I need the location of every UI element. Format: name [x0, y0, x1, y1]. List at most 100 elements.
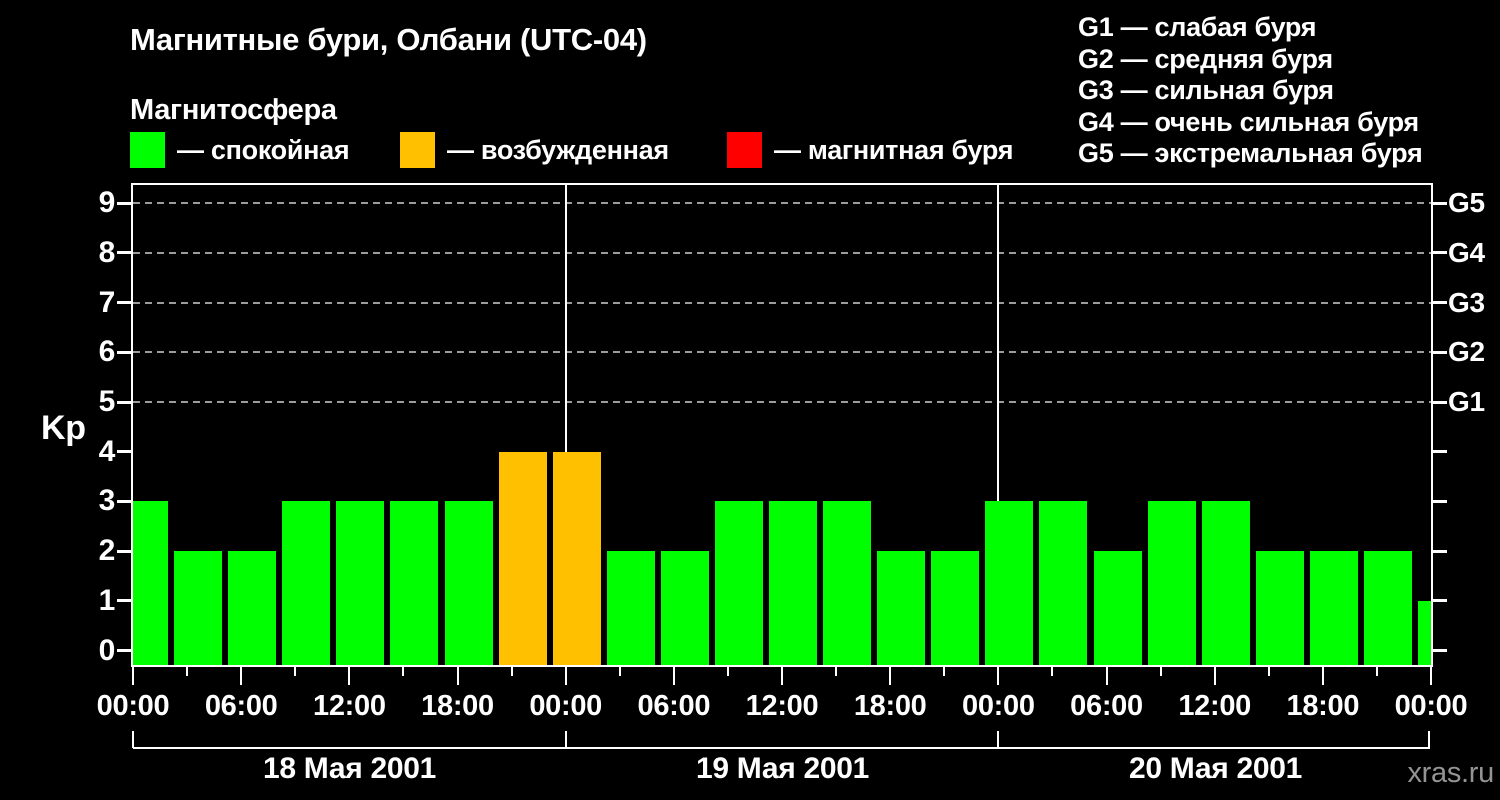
y-axis-label: 6 [98, 335, 116, 369]
g3-legend-line: G3 — сильная буря [1078, 75, 1334, 105]
y-axis-tick [117, 400, 131, 404]
hour-label: 06:00 [204, 690, 278, 722]
date-label: 19 Мая 2001 [695, 752, 870, 785]
date-bracket-tick [1428, 731, 1430, 748]
quiet-color-swatch [130, 132, 165, 168]
gridline-kp8 [133, 251, 1431, 254]
page-title: Магнитные бури, Олбани (UTC-04) [130, 22, 647, 57]
y-axis-label: 5 [98, 385, 116, 418]
kp-bar [1363, 551, 1412, 665]
y-axis-tick [117, 350, 131, 354]
hour-label: 00:00 [96, 690, 170, 722]
day-boundary-line [997, 185, 1000, 665]
hour-label: 00:00 [961, 690, 1035, 722]
x-axis-tick [889, 665, 892, 685]
y-axis-tick [117, 251, 131, 255]
hour-label: 00:00 [1394, 690, 1468, 722]
y-axis-label: 9 [98, 186, 116, 220]
legend-label-quiet: — спокойная [177, 135, 350, 165]
kp-bar [1418, 600, 1431, 665]
x-axis-tick [997, 665, 1000, 685]
x-axis-tick [132, 665, 134, 685]
date-bracket-tick [997, 731, 1000, 748]
g-level-label: G5 [1448, 187, 1485, 219]
hour-label: 12:00 [745, 690, 819, 722]
hour-label: 06:00 [1070, 690, 1143, 722]
right-axis-tick [1433, 599, 1447, 603]
storm-color-swatch [727, 132, 762, 168]
y-axis-label: 8 [98, 235, 116, 269]
watermark: xras.ru [1407, 757, 1494, 789]
hour-label: 12:00 [1178, 690, 1251, 722]
hour-label: 18:00 [421, 690, 494, 722]
right-axis-tick [1433, 549, 1447, 553]
right-axis-tick [1433, 649, 1447, 652]
x-axis-tick [1267, 665, 1270, 676]
kp-bar [390, 501, 439, 665]
date-bracket-line [133, 747, 1430, 749]
x-axis-tick [1105, 665, 1108, 685]
y-axis-tick [117, 301, 131, 305]
x-axis-tick [1321, 665, 1324, 685]
kp-bar [552, 451, 601, 665]
kp-bar [985, 501, 1034, 665]
g-level-label: G4 [1448, 236, 1485, 268]
g4-legend-line: G4 — очень сильная буря [1078, 106, 1419, 137]
right-axis-tick [1433, 251, 1447, 255]
x-axis-tick [943, 665, 946, 676]
y-axis-tick [117, 201, 131, 205]
kp-bar [1039, 501, 1088, 665]
y-axis-label: 2 [98, 534, 116, 568]
x-axis-tick [456, 665, 459, 685]
y-axis-tick [117, 649, 131, 652]
hour-label: 18:00 [1286, 690, 1360, 722]
date-label: 18 Мая 2001 [262, 752, 437, 785]
subtitle: Магнитосфера [130, 94, 337, 126]
x-axis-tick [726, 665, 729, 676]
hour-label: 06:00 [637, 690, 711, 722]
gridline-kp5 [133, 401, 1431, 403]
y-axis-tick [117, 499, 131, 503]
y-axis-title: Kp [41, 409, 86, 447]
kp-bar [174, 551, 223, 665]
gridline-kp7 [133, 301, 1431, 304]
g-level-label: G3 [1448, 286, 1485, 318]
g2-legend-line: G2 — средняя буря [1078, 43, 1333, 74]
x-axis-tick [1375, 665, 1378, 676]
g-scale-legend: G1 — слабая буря G2 — средняя буря G3 — … [1078, 12, 1423, 170]
x-axis-tick [1159, 665, 1162, 676]
y-axis-label: 4 [98, 434, 116, 468]
right-axis-tick [1433, 450, 1447, 454]
gridline-kp9 [133, 202, 1431, 205]
y-axis-label: 1 [98, 583, 116, 617]
kp-bar [1147, 501, 1196, 665]
right-axis-tick [1433, 301, 1447, 305]
x-axis-tick [294, 665, 297, 676]
g-level-label: G2 [1448, 336, 1485, 368]
legend-label-storm: — магнитная буря [774, 135, 1014, 165]
right-axis-tick [1433, 201, 1447, 205]
kp-bar [769, 501, 817, 665]
hour-label: 12:00 [312, 690, 386, 722]
active-color-swatch [400, 132, 435, 168]
kp-bar [444, 501, 493, 665]
g1-legend-line: G1 — слабая буря [1078, 12, 1317, 42]
date-label: 20 Мая 2001 [1128, 752, 1303, 785]
y-axis-label: 7 [98, 285, 116, 319]
right-axis-tick [1433, 350, 1447, 354]
day-boundary-line [564, 185, 567, 665]
kp-bar [228, 551, 277, 665]
kp-bar [133, 501, 168, 665]
kp-bar [823, 501, 872, 665]
y-axis-tick [117, 599, 131, 603]
kp-bar [1309, 551, 1358, 665]
right-axis-tick [1433, 499, 1447, 503]
y-axis-label: 3 [98, 484, 116, 518]
g-level-label: G1 [1448, 386, 1485, 417]
y-axis-label: 0 [98, 633, 116, 667]
date-bracket-tick [564, 731, 567, 748]
plot-area [131, 183, 1433, 667]
x-axis-tick [781, 665, 783, 685]
x-axis-tick [402, 665, 405, 676]
